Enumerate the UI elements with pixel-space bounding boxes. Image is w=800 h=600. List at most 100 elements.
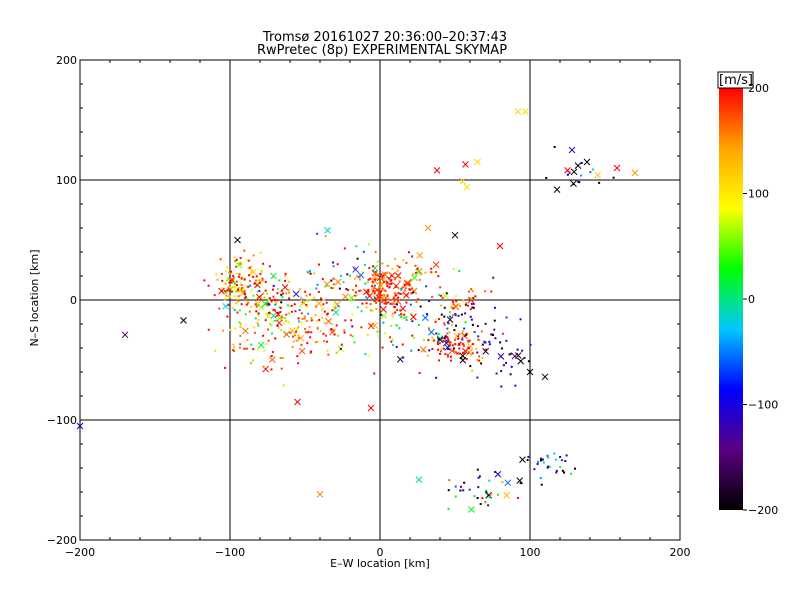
- scatter-point: [330, 287, 333, 290]
- cross-point: [342, 293, 349, 301]
- scatter-point: [456, 352, 459, 355]
- scatter-point: [300, 312, 303, 315]
- scatter-point: [416, 267, 419, 270]
- scatter-point: [484, 341, 487, 344]
- scatter-point: [233, 282, 236, 285]
- scatter-point: [246, 302, 249, 305]
- scatter-point: [418, 371, 421, 374]
- scatter-point: [243, 289, 246, 292]
- cross-point: [270, 272, 277, 280]
- scatter-point: [449, 341, 452, 344]
- scatter-point: [229, 287, 232, 290]
- scatter-point: [343, 329, 346, 332]
- scatter-point: [491, 333, 494, 336]
- scatter-point: [385, 280, 388, 283]
- scatter-point: [469, 315, 472, 318]
- scatter-point: [322, 307, 325, 310]
- chart-title: Tromsø 20161027 20:36:00–20:37:43: [262, 30, 507, 45]
- scatter-point: [395, 303, 398, 306]
- scatter-point: [488, 343, 491, 346]
- scatter-point: [451, 299, 454, 302]
- scatter-point: [234, 327, 237, 330]
- scatter-point: [563, 471, 566, 474]
- scatter-point: [235, 284, 238, 287]
- scatter-point: [276, 311, 279, 314]
- scatter-point: [365, 306, 368, 309]
- cross-point: [503, 491, 511, 499]
- scatter-point: [454, 495, 457, 498]
- scatter-point: [345, 288, 348, 291]
- scatter-point: [375, 301, 378, 304]
- scatter-point: [233, 256, 236, 259]
- scatter-point: [434, 320, 437, 323]
- scatter-point: [300, 296, 303, 299]
- scatter-point: [232, 274, 235, 277]
- scatter-point: [386, 295, 389, 298]
- scatter-point: [250, 265, 253, 268]
- scatter-point: [448, 340, 451, 343]
- scatter-point: [245, 296, 248, 299]
- scatter-point: [306, 299, 309, 302]
- scatter-point: [381, 281, 384, 284]
- scatter-point: [203, 279, 206, 282]
- scatter-point: [435, 332, 438, 335]
- scatter-point: [363, 263, 366, 266]
- cross-point: [261, 300, 269, 308]
- scatter-point: [351, 313, 354, 316]
- scatter-point: [335, 304, 338, 307]
- scatter-point: [214, 349, 217, 352]
- scatter-point: [418, 278, 421, 281]
- scatter-point: [455, 324, 458, 327]
- scatter-point: [463, 481, 466, 484]
- scatter-point: [487, 504, 490, 507]
- scatter-point: [393, 292, 396, 295]
- scatter-point: [463, 335, 466, 338]
- cross-point: [570, 168, 578, 176]
- scatter-point: [449, 311, 452, 314]
- scatter-point: [335, 324, 338, 327]
- scatter-point: [364, 282, 367, 285]
- scatter-point: [386, 276, 389, 279]
- cross-point: [402, 291, 410, 299]
- scatter-point: [479, 503, 482, 506]
- scatter-point: [263, 349, 266, 352]
- cross-point: [451, 231, 459, 239]
- scatter-point: [229, 328, 232, 331]
- scatter-point: [277, 287, 280, 290]
- scatter-point: [227, 277, 230, 280]
- scatter-point: [476, 359, 479, 362]
- scatter-point: [430, 267, 433, 270]
- scatter-point: [356, 275, 359, 278]
- cross-point: [403, 279, 411, 287]
- scatter-point: [402, 356, 405, 359]
- scatter-point: [306, 305, 309, 308]
- scatter-point: [239, 343, 242, 346]
- scatter-points: [76, 108, 639, 513]
- scatter-point: [218, 307, 221, 310]
- scatter-point: [463, 327, 466, 330]
- scatter-point: [305, 319, 308, 322]
- x-tick-label: −200: [65, 546, 95, 559]
- scatter-point: [400, 316, 403, 319]
- scatter-point: [446, 327, 449, 330]
- scatter-point: [393, 302, 396, 305]
- scatter-point: [314, 314, 317, 317]
- scatter-point: [331, 309, 334, 312]
- scatter-point: [284, 272, 287, 275]
- scatter-point: [352, 288, 355, 291]
- scatter-point: [294, 310, 297, 313]
- cross-point: [324, 227, 331, 234]
- scatter-point: [270, 324, 273, 327]
- scatter-point: [261, 277, 264, 280]
- scatter-point: [356, 257, 359, 260]
- scatter-point: [467, 346, 470, 349]
- scatter-point: [396, 269, 399, 272]
- scatter-point: [281, 316, 284, 319]
- scatter-point: [578, 181, 581, 184]
- scatter-point: [380, 273, 383, 276]
- scatter-point: [221, 289, 224, 292]
- scatter-point: [529, 343, 532, 346]
- scatter-point: [509, 373, 512, 376]
- scatter-point: [462, 489, 465, 492]
- scatter-point: [228, 285, 231, 288]
